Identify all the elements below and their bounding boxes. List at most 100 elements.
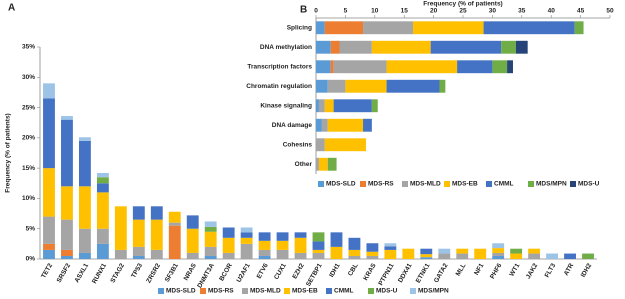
bar-segment bbox=[186, 215, 199, 229]
bar-segment bbox=[43, 168, 55, 217]
bar-segment bbox=[324, 138, 366, 152]
legend-label: MDS-SLD bbox=[326, 181, 356, 188]
bar-segment bbox=[114, 206, 127, 250]
x-tick-label: ATR bbox=[563, 262, 576, 277]
bar-segment bbox=[492, 255, 505, 259]
bar-segment bbox=[132, 206, 145, 220]
x-tick-label: SETBP1 bbox=[305, 262, 324, 288]
bar-segment bbox=[348, 255, 361, 259]
y-tick-label: 0% bbox=[26, 256, 36, 263]
x-tick-label: CUX1 bbox=[273, 262, 288, 281]
bar-segment bbox=[324, 21, 364, 35]
legend-label: CMML bbox=[334, 288, 354, 295]
bar-segment bbox=[168, 222, 181, 226]
bar-segment bbox=[492, 252, 505, 256]
bar-segment bbox=[78, 137, 91, 141]
bar-segment bbox=[348, 249, 361, 256]
bar-segment bbox=[258, 240, 271, 250]
y-tick-label: DNA damage bbox=[272, 122, 313, 129]
bar-segment bbox=[276, 232, 289, 241]
x-tick-label: RUNX1 bbox=[91, 262, 108, 285]
bar-segment bbox=[316, 40, 331, 54]
x-tick-label: SF3B1 bbox=[164, 262, 180, 283]
bar-segment bbox=[438, 248, 451, 254]
bar-segment bbox=[150, 206, 163, 220]
bar-segment bbox=[204, 221, 217, 227]
legend-label: MDS-U bbox=[578, 181, 600, 188]
y-tick-label: Chromatin regulation bbox=[246, 83, 312, 90]
x-tick-label: 50 bbox=[606, 8, 614, 15]
bar-segment bbox=[276, 240, 289, 250]
x-tick-label: PHF6 bbox=[489, 262, 504, 280]
bar-segment bbox=[318, 99, 325, 113]
legend-label: MDS/MPN bbox=[418, 288, 449, 295]
bar-segment bbox=[78, 228, 91, 253]
y-tick-label: 5% bbox=[26, 225, 36, 232]
bar-segment bbox=[492, 60, 508, 74]
bar-segment bbox=[43, 249, 55, 259]
bar-segment bbox=[420, 254, 433, 258]
bar-segment bbox=[330, 60, 334, 74]
x-tick-label: DNMT3A bbox=[196, 262, 216, 289]
bar-segment bbox=[324, 99, 334, 113]
legend-label: MDS-U bbox=[376, 288, 398, 295]
x-tick-label: ZRSR2 bbox=[145, 262, 162, 284]
bar-segment bbox=[150, 249, 163, 259]
legend-label: MDS-EB bbox=[452, 181, 478, 188]
bar-segment bbox=[316, 138, 325, 152]
x-tick-label: IDH2 bbox=[580, 262, 594, 279]
bar-segment bbox=[96, 243, 109, 259]
x-tick-label: MLL bbox=[455, 262, 468, 277]
bar-segment bbox=[186, 252, 199, 259]
bar-segment bbox=[43, 216, 55, 244]
legend-label: CMML bbox=[494, 181, 514, 188]
legend-swatch bbox=[360, 181, 366, 187]
bar-segment bbox=[348, 237, 361, 250]
y-tick-label: Other bbox=[295, 161, 313, 168]
bar-segment bbox=[456, 253, 469, 259]
bar-segment bbox=[294, 252, 307, 259]
legend-swatch bbox=[158, 288, 164, 294]
bar-segment bbox=[316, 21, 325, 35]
y-tick-label: 25% bbox=[22, 104, 35, 111]
bar-segment bbox=[276, 249, 289, 259]
bar-segment bbox=[327, 79, 346, 93]
legend-swatch bbox=[242, 288, 248, 294]
bar-segment bbox=[96, 172, 109, 178]
y-tick-label: 30% bbox=[22, 74, 35, 81]
panel-label: B bbox=[300, 5, 307, 16]
x-tick-label: ETNK1 bbox=[415, 262, 432, 284]
y-tick-label: 20% bbox=[22, 135, 35, 142]
x-tick-label: IDH1 bbox=[328, 262, 342, 279]
bar-segment bbox=[333, 99, 372, 113]
bar-segment bbox=[294, 232, 307, 238]
bar-segment bbox=[492, 243, 505, 249]
legend-swatch bbox=[570, 181, 576, 187]
bar-segment bbox=[366, 251, 379, 256]
x-tick-label: KRAS bbox=[362, 262, 378, 282]
bar-segment bbox=[386, 60, 458, 74]
bar-segment bbox=[501, 40, 516, 54]
bar-segment bbox=[168, 211, 181, 223]
bar-segment bbox=[168, 225, 181, 259]
bar-segment bbox=[258, 255, 271, 259]
bar-segment bbox=[528, 253, 541, 259]
bar-segment bbox=[96, 228, 109, 244]
legend-label: MDS-EB bbox=[292, 288, 318, 295]
bar-segment bbox=[363, 21, 414, 35]
bar-segment bbox=[240, 237, 253, 244]
bar-segment bbox=[222, 227, 235, 238]
legend-swatch bbox=[284, 288, 290, 294]
bar-segment bbox=[384, 249, 397, 259]
bar-segment bbox=[564, 253, 576, 259]
legend-label: MDS-MLD bbox=[250, 288, 281, 295]
bar-segment bbox=[384, 246, 397, 250]
x-tick-label: ETV6 bbox=[256, 262, 270, 280]
bar-segment bbox=[114, 249, 127, 259]
bar-segment bbox=[402, 248, 415, 259]
x-tick-label: TET2 bbox=[40, 262, 54, 280]
legend-swatch bbox=[528, 181, 534, 187]
bar-segment bbox=[345, 79, 387, 93]
bar-segment bbox=[96, 183, 109, 193]
bar-segment bbox=[316, 118, 322, 132]
